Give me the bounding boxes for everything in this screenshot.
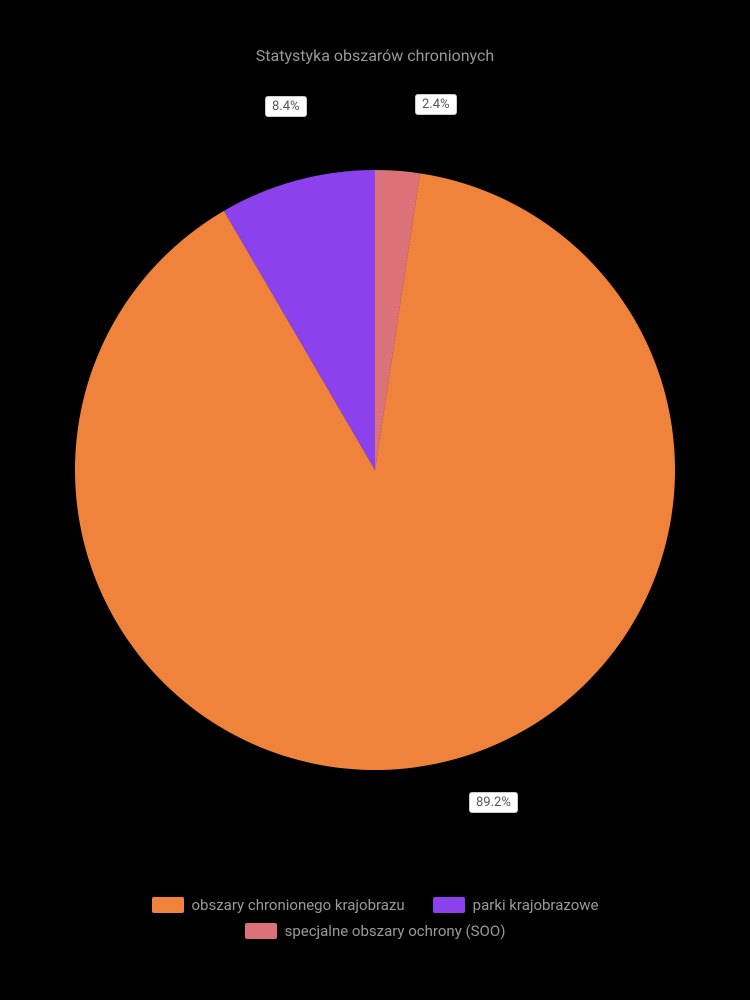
pie-svg [65,100,685,800]
legend-item: specjalne obszary ochrony (SOO) [245,922,506,940]
legend-item: parki krajobrazowe [433,896,599,914]
legend-label: specjalne obszary ochrony (SOO) [285,922,506,940]
legend-swatch [245,923,277,939]
legend-item: obszary chronionego krajobrazu [152,896,405,914]
legend-swatch [433,897,465,913]
legend-swatch [152,897,184,913]
pie-chart: 2.4%89.2%8.4% [65,100,685,800]
slice-label: 8.4% [265,96,307,117]
legend: obszary chronionego krajobrazu parki kraj… [65,896,685,940]
legend-label: parki krajobrazowe [473,896,599,914]
slice-label: 2.4% [415,94,457,115]
legend-label: obszary chronionego krajobrazu [192,896,405,914]
chart-title: Statystyka obszarów chronionych [256,46,494,65]
slice-label: 89.2% [469,792,518,813]
